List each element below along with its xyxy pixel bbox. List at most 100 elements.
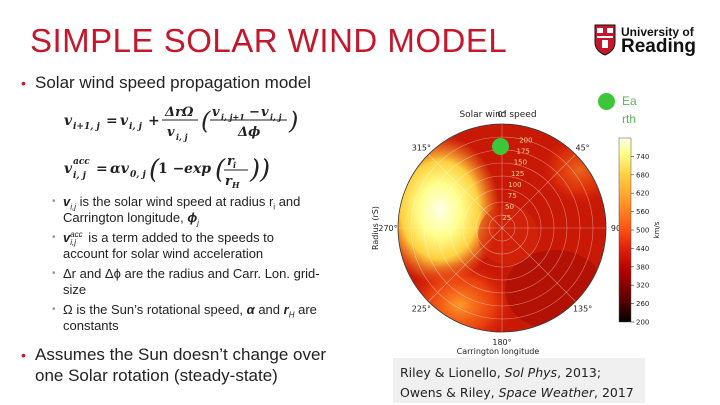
svg-text:0, j: 0, j [130, 170, 147, 180]
colorbar-tick-label: 260 [636, 300, 649, 308]
svg-text:): ) [249, 155, 260, 185]
svg-text:−: − [249, 105, 260, 120]
grid-spoke [428, 227, 503, 302]
svg-text:v: v [64, 113, 73, 129]
svg-text:αv: αv [110, 161, 130, 177]
angle-tick-label: 270° [378, 224, 397, 233]
svg-text:Δϕ: Δϕ [237, 125, 260, 140]
earth-marker-icon [598, 93, 615, 110]
sub-bullet-speed-cont: Carrington longitude, ϕj [63, 210, 199, 228]
sub-bullet-dot: • [52, 304, 56, 315]
svg-text:=: = [96, 161, 108, 177]
angle-labels: 0° 45° 90 135° 180° 225° 270° 315° [378, 110, 621, 347]
sub-bullet-omega-cont: constants [63, 318, 119, 333]
slide-title: SIMPLE SOLAR WIND MODEL [30, 22, 508, 59]
y-axis-label: Radius (rS) [371, 206, 380, 250]
svg-text:i, j: i, j [176, 132, 188, 142]
svg-text:v: v [212, 105, 220, 120]
svg-text:i, j: i, j [73, 171, 87, 181]
svg-text:(: ( [201, 107, 211, 135]
sub-bullet-dot: • [52, 196, 56, 207]
chart-title: Solar wind speed [459, 110, 536, 120]
svg-text:v: v [261, 105, 269, 120]
grid-ring [475, 201, 529, 255]
grid-spoke [501, 154, 576, 229]
bullet-dot: • [21, 75, 26, 91]
grid-ring [436, 162, 568, 294]
radial-tick-label: 150 [514, 159, 527, 167]
angle-tick-label: 180° [492, 338, 511, 347]
angle-tick-label: 135° [573, 305, 592, 314]
svg-text:(: ( [149, 155, 160, 185]
radial-tick-label: 75 [508, 192, 517, 200]
svg-text:1 −: 1 − [158, 161, 184, 177]
colorbar-tick-label: 500 [636, 227, 649, 235]
svg-text:r: r [227, 154, 235, 169]
colorbar-tick-label: 200 [636, 319, 649, 327]
reference-caption: Riley & Lionello, Sol Phys, 2013; Owens … [393, 358, 645, 403]
shield-icon [594, 24, 616, 56]
colorbar-tick-label: 440 [636, 245, 649, 253]
svg-text:i, j+1: i, j+1 [221, 112, 245, 122]
grid-ring [462, 188, 542, 268]
sub-bullet-grid: Δr and Δϕ are the radius and Carr. Lon. … [63, 266, 320, 281]
svg-text:acc: acc [73, 157, 90, 167]
polar-grid [397, 123, 607, 333]
svg-text:): ) [259, 155, 270, 185]
radial-tick-label: 50 [505, 203, 514, 211]
colorbar-tick-label: 740 [636, 153, 649, 161]
colorbar-tick-label: 320 [636, 282, 649, 290]
colorbar-tick-label: 680 [636, 171, 649, 179]
colorbar-tick-label: 380 [636, 263, 649, 271]
sub-bullet-dot: • [52, 232, 56, 243]
grid-ring [488, 214, 516, 242]
sub-bullet-grid-cont: size [63, 282, 87, 297]
bullet-dot: • [21, 347, 26, 363]
angle-tick-label: 45° [576, 143, 590, 152]
radial-tick-label: 100 [508, 181, 521, 189]
equation-1: v i+1, j = v i, j + ΔrΩ v i, j ( v i, j+1 − … [62, 96, 332, 144]
colorbar-tick-label: 620 [636, 190, 649, 198]
logo-line-2: Reading [621, 36, 696, 57]
sub-bullet-acc-cont: account for solar wind acceleration [63, 246, 264, 261]
radial-tick-label: 25 [502, 214, 511, 222]
logo-line-1: University of [621, 25, 694, 39]
bullet-propagation-model: Solar wind speed propagation model [35, 73, 311, 92]
svg-text:i: i [233, 160, 236, 170]
angle-tick-label: 225° [412, 305, 431, 314]
svg-text:(: ( [215, 155, 226, 185]
svg-text:v: v [64, 161, 73, 177]
sub-bullet-omega: Ω is the Sun’s rotational speed, α and r… [63, 302, 317, 320]
grid-ring [449, 175, 555, 281]
grid-spoke [428, 154, 503, 229]
colorbar-tick-label: 560 [636, 208, 649, 216]
sub-bullet-dot: • [52, 268, 56, 279]
grid-spoke [501, 227, 576, 302]
references: Riley & Lionello, Sol Phys, 2013; Owens … [400, 365, 634, 400]
plot-border [397, 123, 607, 333]
svg-text:i+1, j: i+1, j [73, 122, 100, 132]
heatmap-disk [398, 124, 606, 332]
sub-bullet-speed: vi,j is the solar wind speed at radius r… [63, 194, 301, 212]
svg-text:r: r [225, 174, 233, 189]
svg-text:ΔrΩ: ΔrΩ [164, 105, 194, 120]
bullet-steady-state-2: one Solar rotation (steady-state) [35, 366, 278, 385]
earth-label: Earth [622, 94, 637, 126]
angle-tick-label: 315° [412, 143, 431, 152]
svg-text:i, j: i, j [129, 122, 143, 132]
svg-text:exp: exp [184, 161, 211, 177]
svg-text:v: v [167, 125, 175, 140]
svg-text:+: + [148, 113, 160, 129]
colorbar-label: km/s [653, 221, 661, 238]
radial-tick-label: 200 [519, 137, 532, 145]
solar-wind-polar-plot: Solar wind speed 0° 45° 90 135° 180° 225° 270°… [370, 100, 675, 360]
angle-tick-label: 0° [497, 110, 506, 119]
earth-position-icon [492, 138, 509, 155]
angle-tick-label: 90 [611, 224, 621, 233]
radial-labels: 200 175 150 125 100 75 50 25 [502, 137, 532, 222]
colorbar-ticks: 200 260 320 380 440 500 560 620 680 740 [631, 153, 649, 327]
bullet-steady-state-1: Assumes the Sun doesn’t change over [35, 345, 327, 364]
svg-text:i, j: i, j [270, 112, 282, 122]
